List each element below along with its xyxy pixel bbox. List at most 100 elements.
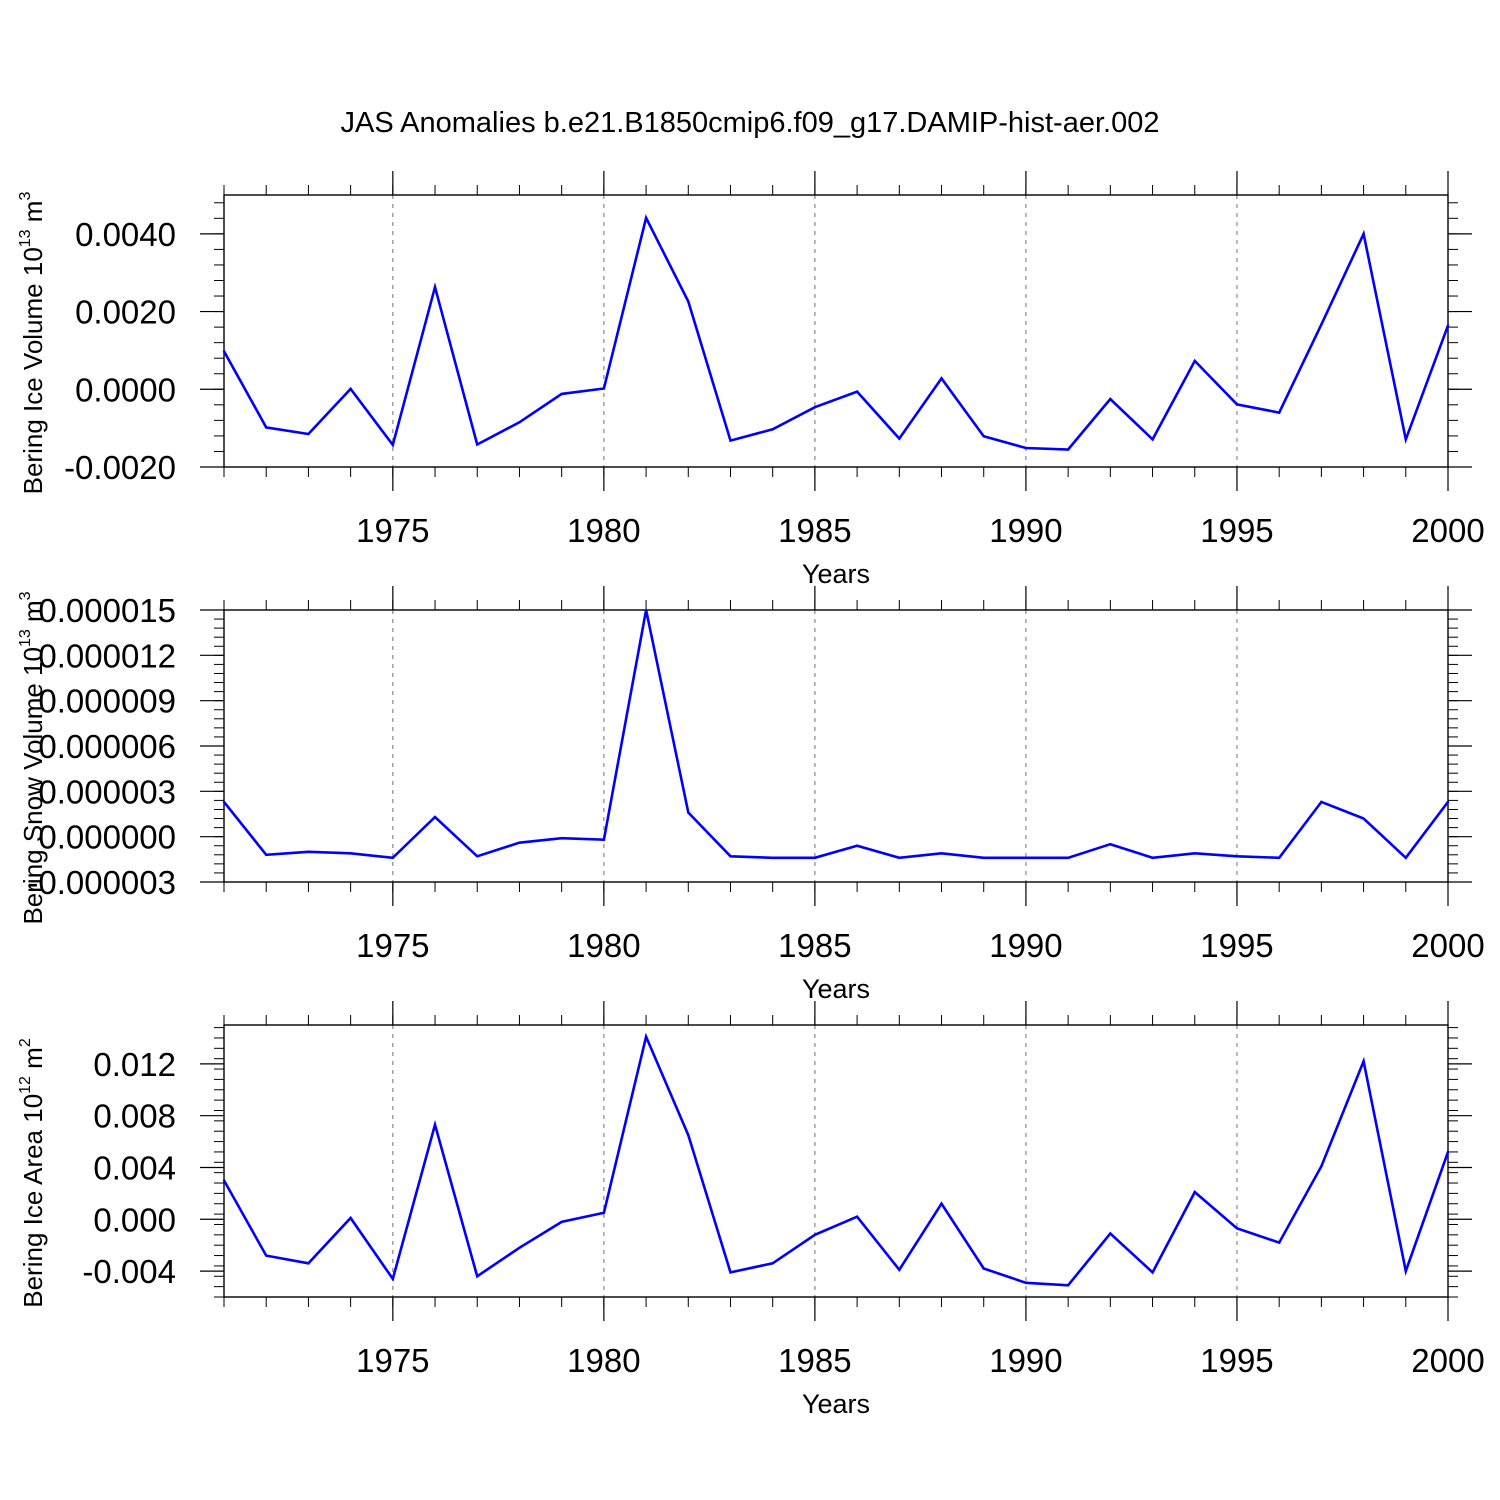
data-point: [602, 838, 606, 841]
data-point: [1404, 856, 1407, 860]
data-point: [307, 850, 310, 853]
data-point: [1404, 1269, 1407, 1273]
data-point: [813, 405, 817, 409]
data-point: [1193, 1190, 1196, 1194]
y-axis-label-exponent: 13: [17, 629, 34, 647]
data-point: [1320, 323, 1323, 326]
data-point: [1151, 438, 1154, 441]
data-point: [307, 432, 310, 436]
data-point: [1066, 448, 1070, 451]
data-point: [433, 1123, 437, 1126]
data-point: [476, 855, 479, 858]
y-tick-label: -0.004: [82, 1253, 176, 1290]
chart-panels: 1975 1980 1985 1990 1995 2000 -0.0020 0.0000 0.0…: [17, 171, 1485, 1419]
data-point: [687, 811, 690, 814]
x-tick-label: 2000: [1411, 512, 1484, 549]
data-point: [476, 1275, 479, 1278]
y-axis-label: Bering Ice Volume 1013 m3: [17, 192, 48, 495]
data-point: [813, 1233, 817, 1237]
data-point: [307, 1262, 310, 1265]
x-axis-label: Years: [802, 1389, 870, 1419]
data-point: [940, 1202, 943, 1205]
data-point: [898, 1268, 901, 1272]
data-point: [476, 443, 479, 446]
data-point: [644, 216, 648, 220]
data-point: [644, 608, 648, 612]
data-point: [1446, 800, 1450, 804]
data-point: [1193, 359, 1196, 363]
data-point: [1193, 852, 1196, 855]
data-point: [982, 1267, 985, 1270]
x-tick-label: 1995: [1200, 512, 1273, 549]
x-tick-label: 1995: [1200, 927, 1273, 964]
data-point: [771, 428, 774, 431]
y-tick-label: 0.000000: [38, 819, 176, 856]
data-point: [855, 1215, 859, 1218]
data-point: [222, 350, 226, 353]
data-point: [1446, 324, 1450, 327]
y-tick-label: 0.000003: [38, 773, 176, 810]
data-point: [1362, 232, 1365, 236]
data-point: [729, 855, 732, 858]
y-tick-label: -0.000003: [27, 864, 176, 901]
x-tick-label: 2000: [1411, 927, 1484, 964]
y-tick-label: 0.000009: [38, 683, 176, 720]
data-point: [982, 856, 985, 860]
y-axis-label-text: Bering Ice Volume 10: [18, 247, 48, 494]
data-point: [518, 841, 521, 844]
data-point: [898, 856, 901, 860]
data-point: [644, 1035, 648, 1038]
series-line: [222, 1032, 1450, 1287]
x-tick-label: 1985: [778, 927, 851, 964]
plot-frame: [223, 1024, 1449, 1298]
y-tick-label: 0.0040: [75, 216, 176, 253]
y-axis-label: Bering Ice Area 1012 m2: [17, 1038, 48, 1308]
data-point: [1277, 1241, 1281, 1244]
plot-frame: [223, 194, 1449, 468]
y-tick-label: 0.000: [93, 1201, 176, 1238]
y-axis-label-unit-exponent: 2: [17, 1038, 34, 1047]
x-tick-label: 1985: [778, 512, 851, 549]
data-point: [349, 387, 352, 391]
data-point: [855, 390, 859, 393]
data-point: [982, 435, 985, 438]
data-point: [1109, 397, 1112, 401]
y-tick-label: 0.000006: [38, 728, 176, 765]
data-point: [1024, 446, 1028, 450]
data-point: [560, 836, 563, 840]
y-tick-label: 0.000015: [38, 592, 176, 629]
data-point: [349, 852, 352, 855]
data-point: [222, 800, 226, 804]
y-axis-label-exponent: 13: [17, 229, 34, 247]
y-axis-label-unit: m: [18, 201, 48, 230]
data-point: [898, 437, 901, 440]
y-axis-label-unit-exponent: 3: [17, 192, 34, 201]
data-point: [560, 392, 563, 396]
data-point: [433, 285, 437, 289]
data-point: [1066, 856, 1070, 860]
y-axis-label-unit-exponent: 3: [17, 591, 34, 600]
data-point: [940, 377, 943, 380]
data-point: [1320, 1164, 1323, 1168]
data-point: [602, 387, 606, 390]
y-axis-label-unit: m: [18, 600, 48, 629]
data-point: [1109, 1232, 1112, 1235]
data-point: [1235, 403, 1239, 406]
data-point: [391, 856, 395, 860]
series-line: [222, 214, 1450, 451]
y-tick-label: 0.0000: [75, 371, 176, 408]
x-tick-label: 1990: [989, 512, 1062, 549]
data-point: [265, 853, 268, 856]
data-point: [518, 1246, 521, 1249]
series-line: [222, 609, 1450, 860]
y-tick-label: -0.0020: [64, 449, 176, 486]
y-axis-label-unit: m: [18, 1047, 48, 1076]
x-tick-label: 1975: [356, 927, 429, 964]
data-point: [1024, 1281, 1028, 1284]
x-tick-label: 1985: [778, 1342, 851, 1379]
x-axis-label: Years: [802, 559, 870, 589]
data-point: [1066, 1284, 1070, 1287]
y-tick-label: 0.008: [93, 1098, 176, 1135]
data-point: [1151, 856, 1154, 860]
